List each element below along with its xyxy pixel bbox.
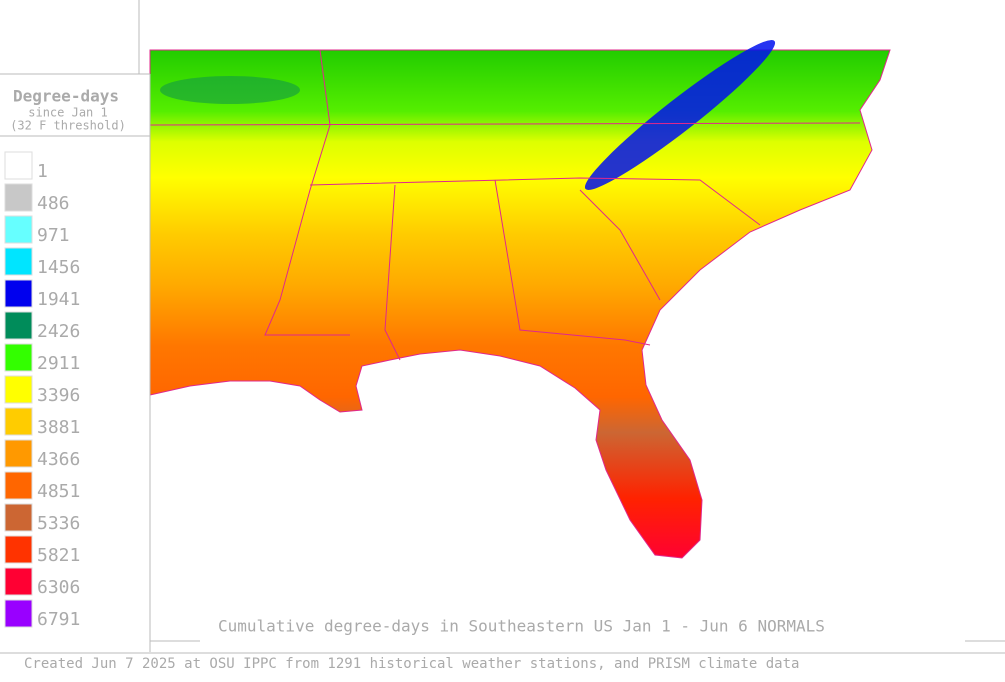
mountains <box>584 40 776 190</box>
legend-swatch <box>4 343 33 372</box>
legend-swatch <box>4 471 33 500</box>
footer: Created Jun 7 2025 at OSU IPPC from 1291… <box>24 656 799 672</box>
legend-label: 971 <box>37 225 70 246</box>
legend-label: 486 <box>37 193 70 214</box>
state-border <box>264 49 350 336</box>
legend-swatch <box>4 407 33 436</box>
state-border <box>494 179 651 346</box>
legend-label: 5821 <box>37 545 80 566</box>
legend-subtitle: (32 F threshold) <box>10 119 126 133</box>
legend-swatch <box>4 279 33 308</box>
legend-swatch <box>4 247 33 276</box>
legend-label: 1941 <box>37 289 80 310</box>
state-border <box>149 122 861 126</box>
legend-swatch <box>4 535 33 564</box>
legend-label: 4851 <box>37 481 80 502</box>
legend: 1 486 971 1456 1941 2426 2911 3396 3881 4366 4851 5… <box>4 151 80 630</box>
legend-swatch <box>4 215 33 244</box>
legend-label: 2911 <box>37 353 80 374</box>
legend-swatch <box>4 503 33 532</box>
legend-label: 1456 <box>37 257 80 278</box>
legend-swatch <box>4 375 33 404</box>
legend-swatch <box>4 599 33 628</box>
legend-title: Degree-days <box>13 87 119 106</box>
legend-swatch <box>4 311 33 340</box>
land <box>149 49 891 559</box>
legend-swatch <box>4 151 33 180</box>
legend-label: 3396 <box>37 385 80 406</box>
legend-label: 3881 <box>37 417 80 438</box>
legend-label: 4366 <box>37 449 80 470</box>
legend-subtitle: since Jan 1 <box>28 106 107 120</box>
state-border <box>309 177 761 226</box>
legend-swatch <box>4 567 33 596</box>
mountains <box>160 76 300 104</box>
legend-label: 5336 <box>37 513 80 534</box>
legend-label: 2426 <box>37 321 80 342</box>
legend-swatch <box>4 183 33 212</box>
legend-swatch <box>4 439 33 468</box>
legend-label: 6306 <box>37 577 80 598</box>
legend-label: 1 <box>37 161 48 182</box>
caption: Cumulative degree-days in Southeastern U… <box>218 617 825 636</box>
state-border <box>384 184 401 361</box>
legend-label: 6791 <box>37 609 80 630</box>
map <box>149 40 891 559</box>
state-border <box>579 189 661 301</box>
